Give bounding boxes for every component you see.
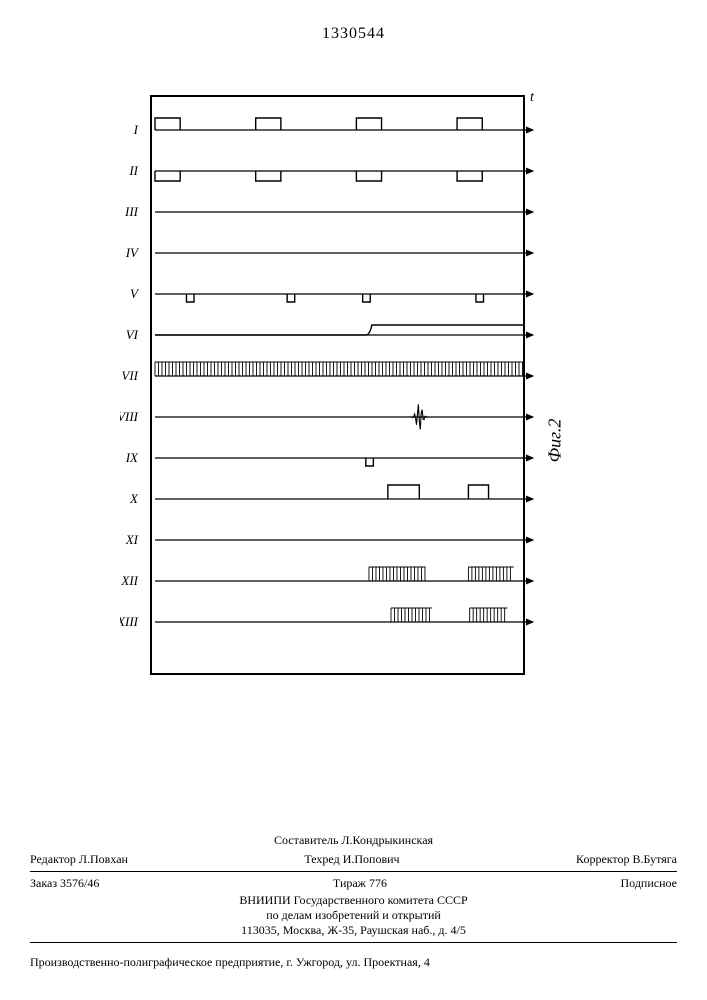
footer-block: Составитель Л.Кондрыкинская Редактор Л.П… (30, 833, 677, 970)
svg-text:XI: XI (125, 532, 139, 547)
svg-text:IX: IX (125, 450, 139, 465)
svg-text:VIII: VIII (120, 409, 139, 424)
order-number: Заказ 3576/46 (30, 876, 99, 891)
svg-text:I: I (133, 122, 139, 137)
svg-text:II: II (128, 163, 138, 178)
patent-number: 1330544 (322, 25, 385, 43)
svg-text:VII: VII (121, 368, 138, 383)
time-axis-label: t (530, 90, 534, 106)
svg-text:V: V (130, 286, 140, 301)
printer-credit: Производственно-полиграфическое предприя… (30, 955, 677, 970)
editor-credit: Редактор Л.Повхан (30, 852, 128, 867)
svg-text:XII: XII (120, 573, 138, 588)
svg-text:VI: VI (126, 327, 139, 342)
divider-2 (30, 942, 677, 943)
credits-row: Редактор Л.Повхан Техред И.Попович Корре… (30, 852, 677, 867)
timing-diagram: IIIIIIIVVVIVIIVIIIIXXXIXIIXIII (120, 97, 540, 707)
tirazh: Тираж 776 (333, 876, 387, 891)
compiler-credit: Составитель Л.Кондрыкинская (30, 833, 677, 848)
svg-text:IV: IV (125, 245, 140, 260)
svg-text:III: III (124, 204, 139, 219)
figure-label: Фиг.2 (545, 419, 566, 463)
corrector-credit: Корректор В.Бутяга (576, 852, 677, 867)
subscription: Подписное (621, 876, 678, 891)
svg-text:X: X (129, 491, 139, 506)
divider-1 (30, 871, 677, 872)
svg-text:XIII: XIII (120, 614, 139, 629)
vniipi-2: по делам изобретений и открытий (30, 908, 677, 923)
vniipi-address: 113035, Москва, Ж-35, Раушская наб., д. … (30, 923, 677, 938)
techred-credit: Техред И.Попович (304, 852, 399, 867)
order-row: Заказ 3576/46 Тираж 776 Подписное (30, 876, 677, 891)
vniipi-1: ВНИИПИ Государственного комитета СССР (30, 893, 677, 908)
